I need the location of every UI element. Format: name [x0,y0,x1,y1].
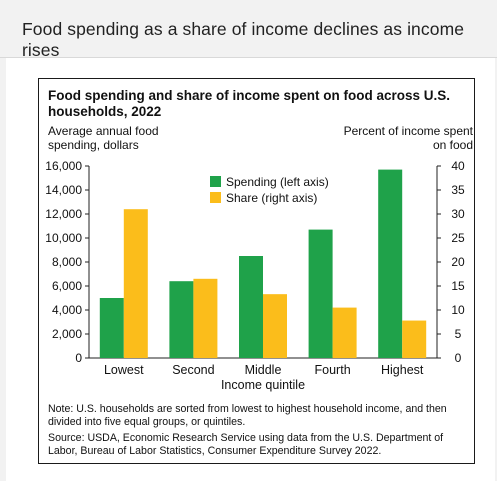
right-tick-label: 10 [451,303,465,317]
right-tick-label: 25 [451,231,465,245]
share-bar [263,294,287,358]
left-tick-label: 4,000 [52,303,82,317]
spending-bar [99,298,124,358]
right-axis-title: Percent of income spent on food [343,124,473,152]
share-bar [402,320,427,358]
x-tick-label: Fourth [315,363,351,377]
right-tick-label: 0 [455,351,462,365]
left-tick-label: 10,000 [45,231,82,245]
legend-label: Share (right axis) [226,191,317,205]
left-tick-label: 0 [75,351,82,365]
right-tick-label: 5 [455,327,462,341]
share-bar [123,209,148,358]
right-tick-label: 15 [451,279,465,293]
legend-swatch [210,192,221,203]
x-tick-label: Middle [245,363,282,377]
x-tick-label: Lowest [104,363,144,377]
left-tick-label: 2,000 [52,327,82,341]
left-tick-label: 12,000 [45,207,82,221]
left-tick-label: 8,000 [52,255,82,269]
spending-bar [308,229,333,358]
chart-source: Source: USDA, Economic Research Service … [48,432,444,457]
page-title: Food spending as a share of income decli… [22,19,465,60]
legend-label: Spending (left axis) [226,175,329,189]
spending-bar [239,256,263,358]
chart-title: Food spending and share of income spent … [48,88,451,119]
share-bar [193,278,218,358]
left-axis-title: Average annual food spending, dollars [48,124,159,152]
x-axis-title: Income quintile [221,378,305,392]
right-tick-label: 40 [451,159,465,173]
page-header: Food spending as a share of income decli… [0,0,497,60]
chart-note: Note: U.S. households are sorted from lo… [48,403,447,428]
spending-bar [378,169,403,358]
legend-swatch [210,176,221,187]
left-tick-label: 14,000 [45,183,82,197]
share-bar [332,307,357,358]
right-tick-label: 20 [451,255,465,269]
left-tick-label: 6,000 [52,279,82,293]
x-tick-label: Second [172,363,214,377]
x-tick-label: Highest [381,363,424,377]
left-tick-label: 16,000 [45,159,82,173]
right-tick-label: 30 [451,207,465,221]
right-tick-label: 35 [451,183,465,197]
spending-bar [169,281,194,358]
